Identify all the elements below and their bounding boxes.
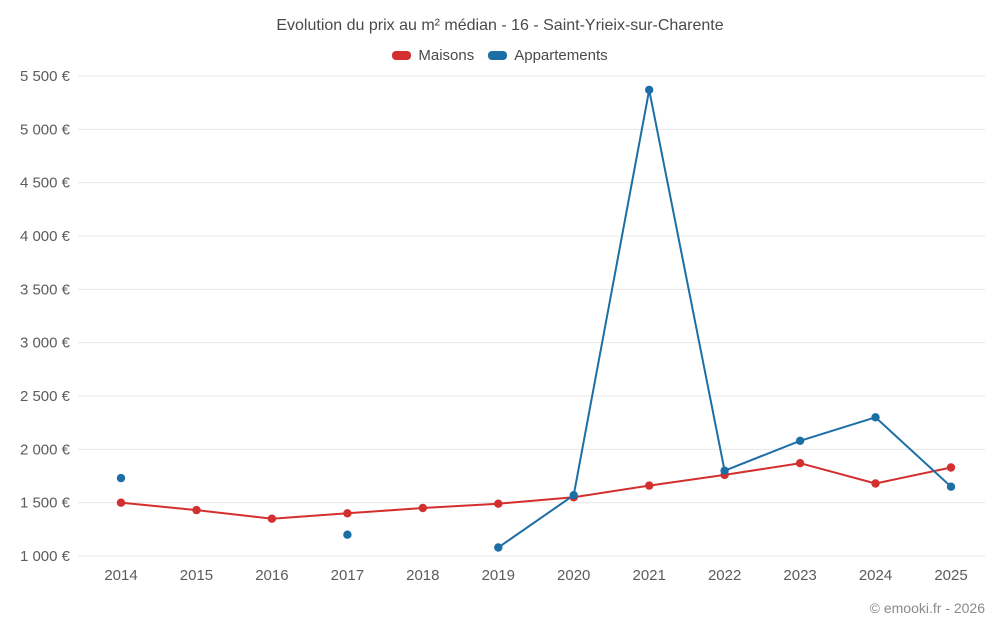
legend-label-appartements: Appartements (514, 47, 608, 64)
data-point-maisons (494, 499, 503, 508)
data-point-appartements (343, 530, 352, 539)
chart-title: Evolution du prix au m² médian - 16 - Sa… (276, 17, 724, 34)
x-tick-label: 2025 (934, 567, 967, 584)
data-point-maisons (645, 481, 654, 490)
data-point-appartements (116, 473, 126, 483)
legend-item-maisons[interactable]: Maisons (392, 47, 474, 64)
chart-legend: Maisons Appartements (0, 47, 1000, 64)
appartements-series-swatch-icon (488, 51, 508, 60)
x-tick-label: 2016 (255, 567, 288, 584)
x-tick-label: 2021 (632, 567, 665, 584)
y-tick-label: 1 000 € (20, 548, 71, 565)
x-tick-label: 2019 (482, 567, 515, 584)
y-tick-label: 3 500 € (20, 281, 71, 298)
x-tick-label: 2023 (783, 567, 816, 584)
data-point-maisons (795, 459, 805, 468)
x-tick-label: 2015 (180, 567, 213, 584)
legend-label-maisons: Maisons (418, 47, 475, 64)
x-tick-label: 2017 (331, 567, 364, 584)
series-line-maisons (120, 462, 952, 520)
x-tick-label: 2018 (406, 567, 439, 584)
maisons-series-swatch-icon (392, 51, 412, 60)
y-tick-label: 4 500 € (20, 175, 71, 192)
data-point-appartements (795, 436, 805, 445)
y-tick-label: 3 000 € (20, 335, 71, 352)
data-point-appartements (569, 491, 578, 500)
data-point-maisons (267, 514, 277, 523)
data-point-appartements (946, 482, 956, 491)
legend-item-appartements[interactable]: Appartements (488, 47, 608, 64)
x-tick-label: 2022 (708, 567, 741, 584)
x-tick-label: 2014 (104, 567, 137, 584)
data-point-maisons (871, 479, 880, 488)
y-tick-label: 2 000 € (20, 441, 71, 458)
x-tick-label: 2024 (859, 567, 892, 584)
data-point-appartements (645, 85, 654, 95)
copyright-text: © emooki.fr - 2026 (869, 600, 985, 616)
data-point-appartements (494, 543, 503, 552)
y-tick-label: 2 500 € (20, 388, 71, 405)
data-point-appartements (871, 413, 880, 422)
y-tick-label: 1 500 € (20, 495, 71, 512)
data-point-maisons (946, 463, 956, 472)
y-tick-label: 5 500 € (20, 68, 71, 85)
data-point-maisons (116, 498, 126, 507)
data-point-maisons (343, 509, 352, 518)
y-tick-label: 4 000 € (20, 228, 71, 245)
data-point-maisons (418, 503, 427, 513)
data-point-appartements (720, 466, 729, 475)
x-tick-label: 2020 (557, 567, 590, 584)
y-tick-label: 5 000 € (20, 121, 71, 138)
data-point-maisons (192, 505, 201, 515)
